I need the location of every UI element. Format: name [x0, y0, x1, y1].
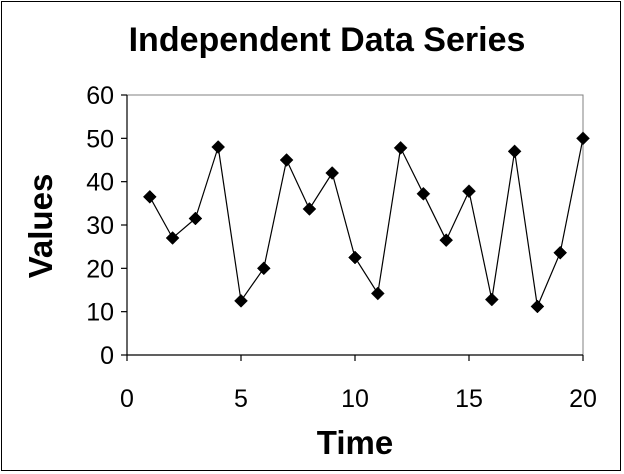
y-tick-label: 50: [86, 125, 114, 153]
data-point: [530, 299, 545, 314]
data-point: [234, 293, 248, 308]
data-point: [279, 153, 294, 167]
data-point: [439, 233, 454, 248]
data-point: [416, 186, 431, 201]
data-point: [211, 140, 226, 154]
y-tick-label: 0: [100, 342, 114, 370]
data-point: [188, 211, 203, 226]
x-tick-label: 5: [234, 385, 248, 413]
x-tick-label: 20: [569, 385, 597, 413]
data-point: [576, 131, 590, 146]
x-tick-label: 0: [120, 385, 134, 413]
y-tick-label: 40: [86, 169, 114, 197]
y-tick-label: 60: [86, 82, 114, 110]
series-line: [149, 138, 584, 309]
y-tick-label: 10: [86, 299, 114, 327]
y-tick-label: 30: [86, 212, 114, 240]
data-point: [462, 184, 476, 199]
data-point: [484, 292, 499, 307]
x-tick-label: 10: [341, 385, 369, 413]
data-point: [370, 286, 385, 301]
data-point: [256, 261, 271, 276]
data-point: [393, 141, 408, 155]
data-point: [302, 202, 317, 216]
plot-area: [126, 94, 584, 356]
data-point: [507, 144, 522, 159]
data-point: [142, 189, 157, 204]
data-point: [553, 245, 568, 260]
data-point: [348, 250, 362, 265]
chart-title: Independent Data Series: [129, 21, 526, 59]
y-tick-label: 20: [86, 255, 114, 283]
data-point: [325, 166, 340, 180]
y-axis-title: Values: [22, 174, 59, 279]
x-tick-label: 15: [455, 385, 483, 413]
x-axis-title: Time: [317, 424, 393, 461]
data-point: [165, 231, 180, 245]
